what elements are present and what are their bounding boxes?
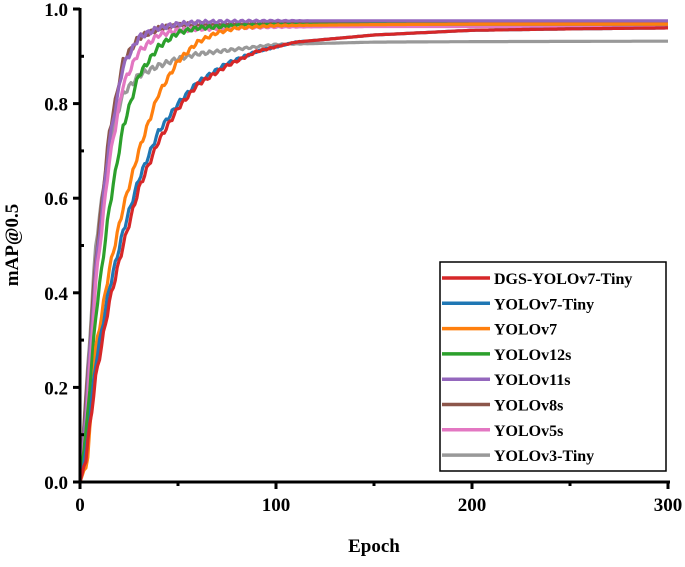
- legend-item: DGS-YOLOv7-Tiny: [442, 271, 632, 288]
- legend-label: YOLOv7-Tiny: [494, 296, 594, 313]
- legend-item: YOLOv11s: [442, 372, 570, 389]
- y-tick-label: 0.8: [44, 95, 68, 116]
- x-tick-label: 0: [75, 495, 85, 516]
- y-axis-label: mAP@0.5: [2, 204, 23, 287]
- y-tick-label: 0.4: [44, 284, 68, 305]
- legend-box: [439, 261, 667, 472]
- legend-label: YOLOv12s: [494, 347, 571, 364]
- x-tick-label: 100: [262, 495, 291, 516]
- legend-item: YOLOv12s: [442, 347, 571, 364]
- x-tick-label: 200: [458, 495, 487, 516]
- legend-item: YOLOv3-Tiny: [442, 448, 594, 465]
- y-tick-label: 0.6: [44, 189, 68, 210]
- series-line-yolov7: [78, 22, 668, 483]
- series-line-dgs-yolov7-tiny: [78, 26, 668, 483]
- x-tick-label: 300: [654, 495, 683, 516]
- x-axis-label: Epoch: [348, 536, 400, 557]
- legend-item: YOLOv8s: [442, 398, 563, 415]
- legend-label: YOLOv3-Tiny: [494, 448, 594, 465]
- legend-item: YOLOv7-Tiny: [442, 296, 594, 313]
- legend: DGS-YOLOv7-Tiny YOLOv7-Tiny YOLOv7 YOLOv12s…: [439, 261, 667, 472]
- series-line-yolov11s: [78, 18, 668, 483]
- legend-label: YOLOv7: [494, 322, 557, 339]
- legend-item: YOLOv5s: [442, 423, 563, 440]
- y-tick-label: 0.0: [44, 473, 68, 494]
- y-tick-label: 1.0: [44, 0, 68, 21]
- legend-label: YOLOv11s: [494, 372, 570, 389]
- legend-label: YOLOv8s: [494, 398, 563, 415]
- legend-label: YOLOv5s: [494, 423, 563, 440]
- legend-item: YOLOv7: [442, 322, 557, 339]
- y-tick-label: 0.2: [44, 378, 68, 399]
- legend-label: DGS-YOLOv7-Tiny: [494, 271, 632, 288]
- series-line-yolov5s: [78, 24, 668, 483]
